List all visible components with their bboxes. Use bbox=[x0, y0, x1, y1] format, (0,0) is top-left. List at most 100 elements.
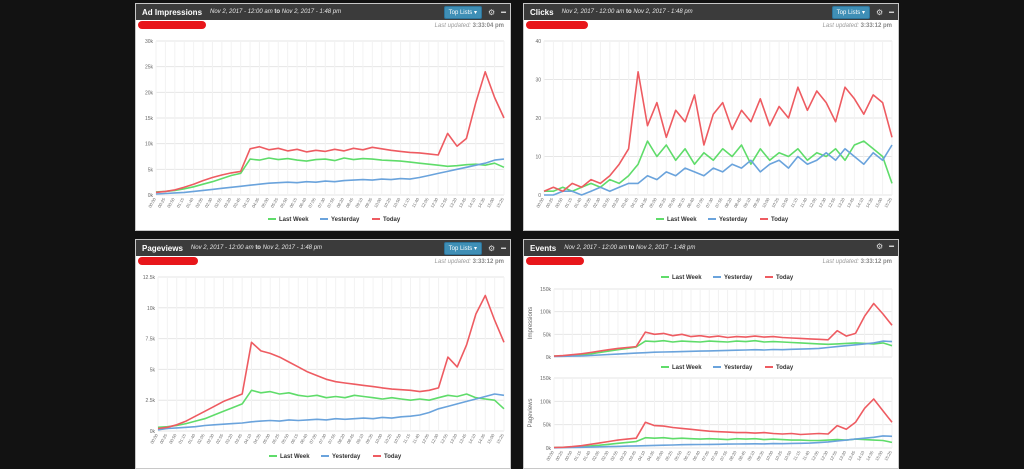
x-tick-label: 11:40 bbox=[801, 449, 811, 461]
legend-item-last-week[interactable]: Last Week bbox=[672, 365, 702, 371]
x-tick-label: 13:20 bbox=[448, 196, 458, 208]
y-tick-label: 10k bbox=[147, 306, 156, 312]
x-tick-label: 05:00 bbox=[655, 449, 665, 461]
x-tick-label: 15:00 bbox=[874, 449, 884, 461]
legend-item-today[interactable]: Today bbox=[383, 217, 401, 223]
panel-title: Events bbox=[530, 243, 557, 253]
x-tick-label: 08:45 bbox=[733, 196, 743, 208]
y-tick-label: 150k bbox=[540, 287, 551, 293]
gear-icon[interactable]: ⚙ bbox=[488, 7, 496, 17]
series-line-last-week bbox=[155, 157, 505, 193]
series-line-last-week bbox=[553, 436, 893, 449]
top-lists-button[interactable]: Top Lists ▾ bbox=[443, 6, 482, 19]
panel-pageviews: Pageviews Nov 2, 2017 - 12:00 am to Nov … bbox=[135, 239, 511, 469]
x-tick-label: 13:20 bbox=[449, 432, 459, 444]
x-tick-label: 15:25 bbox=[495, 432, 505, 444]
minus-icon[interactable]: ━ bbox=[889, 7, 894, 17]
gear-icon[interactable]: ⚙ bbox=[876, 242, 884, 251]
x-tick-label: 00:25 bbox=[554, 449, 564, 461]
y-tick-label: 0k bbox=[546, 355, 552, 361]
x-tick-label: 10:50 bbox=[783, 449, 793, 461]
y-tick-label: 0k bbox=[150, 429, 156, 435]
caret-down-icon: ▾ bbox=[473, 246, 477, 252]
x-tick-label: 06:15 bbox=[676, 196, 686, 208]
x-tick-label: 06:40 bbox=[298, 196, 308, 208]
y-tick-label: 20 bbox=[535, 116, 541, 122]
redacted-label bbox=[138, 257, 198, 265]
x-tick-label: 05:00 bbox=[262, 432, 272, 444]
x-tick-label: 05:50 bbox=[667, 196, 677, 208]
x-tick-label: 10:00 bbox=[373, 196, 383, 208]
y-tick-label: 100k bbox=[540, 399, 551, 405]
x-tick-label: 11:40 bbox=[411, 432, 421, 444]
y-tick-label: 0k bbox=[148, 193, 154, 199]
gear-icon[interactable]: ⚙ bbox=[876, 7, 884, 17]
legend-item-last-week[interactable]: Last Week bbox=[279, 217, 309, 223]
x-tick-label: 06:15 bbox=[290, 432, 300, 444]
series-line-yesterday bbox=[553, 340, 893, 358]
minus-icon[interactable]: ━ bbox=[889, 242, 894, 251]
x-tick-label: 11:15 bbox=[402, 432, 412, 444]
date-range: Nov 2, 2017 - 12:00 am to Nov 2, 2017 - … bbox=[561, 9, 693, 15]
panel-header: Pageviews Nov 2, 2017 - 12:00 am to Nov … bbox=[136, 240, 510, 256]
x-tick-label: 07:05 bbox=[307, 196, 317, 208]
x-tick-label: 08:20 bbox=[336, 432, 346, 444]
x-tick-label: 12:30 bbox=[430, 432, 440, 444]
x-tick-label: 03:45 bbox=[232, 196, 242, 208]
legend-item-today[interactable]: Today bbox=[771, 217, 789, 223]
x-tick-label: 09:10 bbox=[355, 432, 365, 444]
x-tick-label: 05:00 bbox=[648, 196, 658, 208]
series-line-yesterday bbox=[553, 435, 893, 449]
x-tick-label: 10:25 bbox=[770, 196, 780, 208]
x-tick-label: 04:35 bbox=[252, 432, 262, 444]
x-tick-label: 12:05 bbox=[810, 449, 820, 461]
legend-item-yesterday[interactable]: Yesterday bbox=[719, 217, 748, 223]
x-tick-label: 09:10 bbox=[742, 196, 752, 208]
series-line-today bbox=[157, 294, 505, 430]
y-tick-label: 25k bbox=[145, 65, 154, 71]
x-tick-label: 05:25 bbox=[270, 196, 280, 208]
minus-icon[interactable]: ━ bbox=[501, 243, 506, 253]
y-tick-label: 100k bbox=[540, 310, 551, 316]
legend-item-today[interactable]: Today bbox=[384, 454, 402, 460]
redacted-label bbox=[526, 257, 584, 265]
x-tick-label: 14:10 bbox=[467, 196, 477, 208]
minus-icon[interactable]: ━ bbox=[501, 7, 506, 17]
pageviews-chart: 0k 2.5k 5k 7.5k 10k 12.5k 00:00 00:25 00:50 01:15… bbox=[143, 275, 505, 460]
y-tick-label: 15k bbox=[145, 116, 154, 122]
legend-item-last-week[interactable]: Last Week bbox=[280, 454, 310, 460]
x-tick-label: 11:15 bbox=[792, 449, 802, 461]
series-line-yesterday bbox=[157, 393, 505, 431]
x-tick-label: 01:40 bbox=[573, 196, 583, 208]
top-lists-button[interactable]: Top Lists ▾ bbox=[443, 242, 482, 255]
gear-icon[interactable]: ⚙ bbox=[488, 243, 496, 253]
x-tick-label: 03:45 bbox=[620, 196, 630, 208]
legend-item-today[interactable]: Today bbox=[776, 275, 794, 281]
legend-item-last-week[interactable]: Last Week bbox=[672, 275, 702, 281]
x-tick-label: 08:20 bbox=[335, 196, 345, 208]
series-line-last-week bbox=[157, 389, 505, 429]
x-tick-label: 04:35 bbox=[646, 449, 656, 461]
legend-item-yesterday[interactable]: Yesterday bbox=[332, 454, 361, 460]
legend-item-today[interactable]: Today bbox=[776, 365, 794, 371]
x-tick-label: 02:05 bbox=[194, 196, 204, 208]
x-tick-label: 14:10 bbox=[856, 449, 866, 461]
panel-title: Pageviews bbox=[142, 243, 183, 253]
legend-item-yesterday[interactable]: Yesterday bbox=[331, 217, 360, 223]
legend-item-yesterday[interactable]: Yesterday bbox=[724, 365, 753, 371]
x-tick-label: 12:05 bbox=[420, 196, 430, 208]
top-lists-button[interactable]: Top Lists ▾ bbox=[831, 6, 870, 19]
y-axis-title: Pageviews bbox=[528, 398, 534, 427]
x-tick-label: 10:25 bbox=[382, 196, 392, 208]
x-tick-label: 15:00 bbox=[486, 196, 496, 208]
x-tick-label: 07:05 bbox=[308, 432, 318, 444]
legend-item-yesterday[interactable]: Yesterday bbox=[724, 275, 753, 281]
legend-item-last-week[interactable]: Last Week bbox=[667, 217, 697, 223]
x-tick-label: 12:30 bbox=[819, 449, 829, 461]
x-tick-label: 06:40 bbox=[299, 432, 309, 444]
x-tick-label: 03:20 bbox=[618, 449, 628, 461]
x-tick-label: 09:35 bbox=[364, 432, 374, 444]
x-tick-label: 10:50 bbox=[392, 432, 402, 444]
x-tick-label: 05:00 bbox=[260, 196, 270, 208]
